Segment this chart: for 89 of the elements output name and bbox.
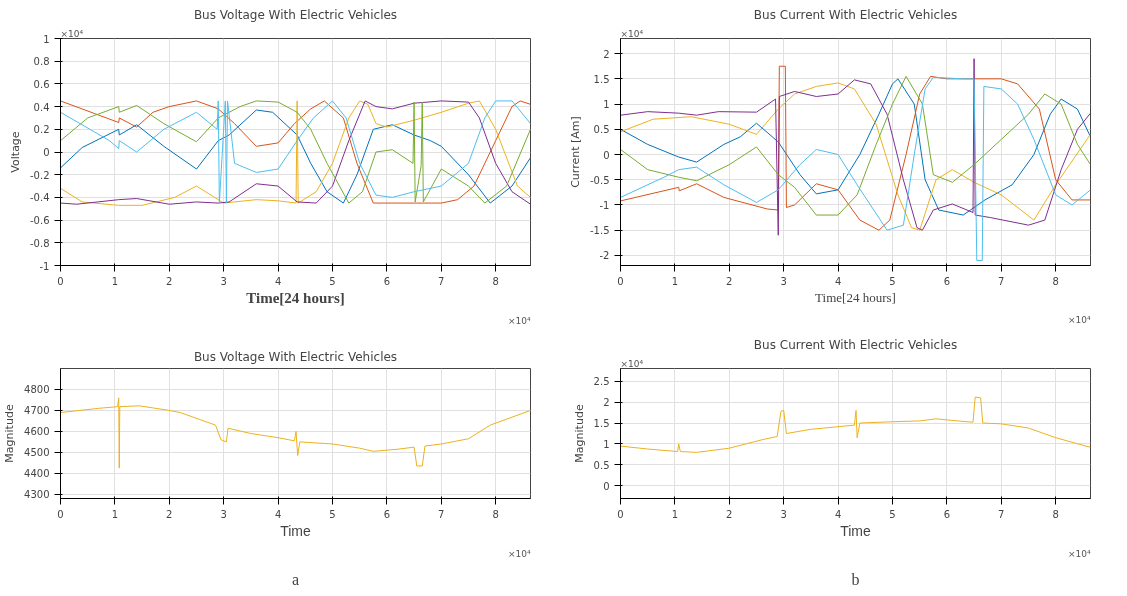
x-tick-label: 7 bbox=[998, 508, 1005, 520]
y-tick-label: -0.8 bbox=[29, 237, 50, 249]
y-tick-label: 0.8 bbox=[33, 56, 50, 68]
x-axis-title: Time[24 hours] bbox=[815, 289, 896, 305]
x-tick-label: 0 bbox=[617, 508, 624, 520]
y-tick-label: -1 bbox=[39, 260, 50, 272]
y-axis-title: Magnitude bbox=[572, 404, 586, 463]
x-tick-label: 4 bbox=[834, 275, 842, 287]
y-tick-label: 0 bbox=[43, 147, 50, 158]
text: a bbox=[291, 570, 300, 588]
x-tick-label: 2 bbox=[166, 508, 173, 520]
x-tick-label: 4 bbox=[834, 508, 842, 520]
annotation: ×10⁴ bbox=[620, 28, 644, 39]
x-tick-label: 7 bbox=[998, 275, 1005, 287]
x-tick-label: 6 bbox=[943, 508, 951, 520]
chart-title: Bus Voltage With Electric Vehicles bbox=[193, 349, 398, 364]
y-tick-label: -0.6 bbox=[29, 215, 50, 227]
x-tick-label: 3 bbox=[220, 508, 227, 520]
x-tick-label: 5 bbox=[889, 508, 896, 520]
text: ×10⁴ bbox=[620, 358, 644, 369]
x-tick-label: 2 bbox=[166, 275, 173, 287]
x-tick-label: 8 bbox=[1052, 275, 1059, 287]
x-tick-label: 7 bbox=[438, 508, 445, 520]
x-tick-label: 0 bbox=[617, 275, 624, 287]
x-tick-label: 4 bbox=[274, 275, 282, 287]
y-tick-label: -0.4 bbox=[29, 192, 50, 204]
x-tick-label: 3 bbox=[780, 508, 787, 520]
chart-title: Bus Current With Electric Vehicles bbox=[753, 337, 958, 352]
y-tick-label: 4600 bbox=[24, 426, 50, 438]
y-tick-label: 4700 bbox=[24, 405, 50, 417]
y-tick-label: 2 bbox=[603, 48, 610, 60]
x-tick-label: 3 bbox=[220, 275, 227, 287]
x-tick-label: 1 bbox=[671, 275, 679, 287]
x-axis-title: Time bbox=[280, 522, 312, 539]
x-axis-title: Time[24 hours] bbox=[246, 289, 345, 306]
x-tick-label: 2 bbox=[726, 275, 733, 287]
x-tick-label: 4 bbox=[274, 508, 282, 520]
x-tick-label: 1 bbox=[111, 275, 119, 287]
text: ×10⁴ bbox=[1067, 548, 1091, 559]
y-tick-label: 2.5 bbox=[593, 376, 610, 388]
x-tick-label: 3 bbox=[780, 275, 787, 287]
x-tick-label: 1 bbox=[111, 508, 119, 520]
x-tick-label: 5 bbox=[329, 508, 336, 520]
y-tick-label: 1 bbox=[603, 99, 610, 111]
y-tick-label: 0 bbox=[603, 149, 610, 161]
chart-title: Bus Voltage With Electric Vehicles bbox=[193, 7, 398, 22]
text: ×10⁴ bbox=[507, 548, 531, 559]
x-tick-label: 2 bbox=[726, 508, 733, 520]
y-tick-label: 0.4 bbox=[33, 101, 50, 113]
y-tick-label: 0.2 bbox=[33, 124, 50, 136]
y-tick-label: -1.5 bbox=[589, 225, 610, 237]
y-tick-label: 1 bbox=[43, 33, 50, 45]
y-tick-label: -0.2 bbox=[29, 169, 50, 181]
text: ×10⁴ bbox=[1067, 314, 1091, 325]
text: b bbox=[851, 570, 860, 588]
text: ×10⁴ bbox=[60, 28, 84, 39]
y-tick-label: 1.5 bbox=[593, 73, 610, 85]
x-tick-label: 8 bbox=[492, 275, 499, 287]
y-axis-title: Current [Am] bbox=[568, 116, 582, 188]
x-tick-label: 6 bbox=[383, 275, 391, 287]
x-tick-label: 8 bbox=[1052, 508, 1059, 520]
x-tick-label: 0 bbox=[57, 275, 64, 287]
x-tick-label: 0 bbox=[57, 508, 64, 520]
y-tick-label: 4800 bbox=[24, 384, 50, 396]
x-tick-label: 5 bbox=[889, 275, 896, 287]
y-tick-label: 1.5 bbox=[593, 418, 610, 430]
x-tick-label: 5 bbox=[329, 275, 336, 287]
x-tick-label: 8 bbox=[492, 508, 499, 520]
y-tick-label: 0 bbox=[603, 480, 610, 492]
y-tick-label: -0.5 bbox=[589, 174, 610, 186]
x-tick-label: 7 bbox=[438, 275, 445, 287]
y-tick-label: -1 bbox=[599, 199, 610, 211]
chart-title: Bus Current With Electric Vehicles bbox=[753, 7, 958, 22]
y-tick-label: 1 bbox=[603, 438, 610, 450]
x-tick-label: 1 bbox=[671, 508, 679, 520]
text: ×10⁴ bbox=[507, 315, 531, 326]
y-tick-label: 0.6 bbox=[33, 78, 50, 90]
x-axis-title: Time bbox=[840, 522, 872, 539]
y-tick-label: 4500 bbox=[24, 447, 50, 459]
y-tick-label: 0.5 bbox=[593, 124, 610, 136]
x-tick-label: 6 bbox=[383, 508, 391, 520]
y-tick-label: 4300 bbox=[24, 489, 50, 501]
y-tick-label: 0.5 bbox=[593, 459, 610, 471]
y-tick-label: 2 bbox=[603, 397, 610, 409]
x-tick-label: 6 bbox=[943, 275, 951, 287]
y-axis-title: Voltage bbox=[8, 131, 22, 173]
y-tick-label: 4400 bbox=[24, 468, 50, 480]
y-tick-label: -2 bbox=[599, 250, 610, 262]
y-axis-title: Magnitude bbox=[3, 404, 17, 463]
